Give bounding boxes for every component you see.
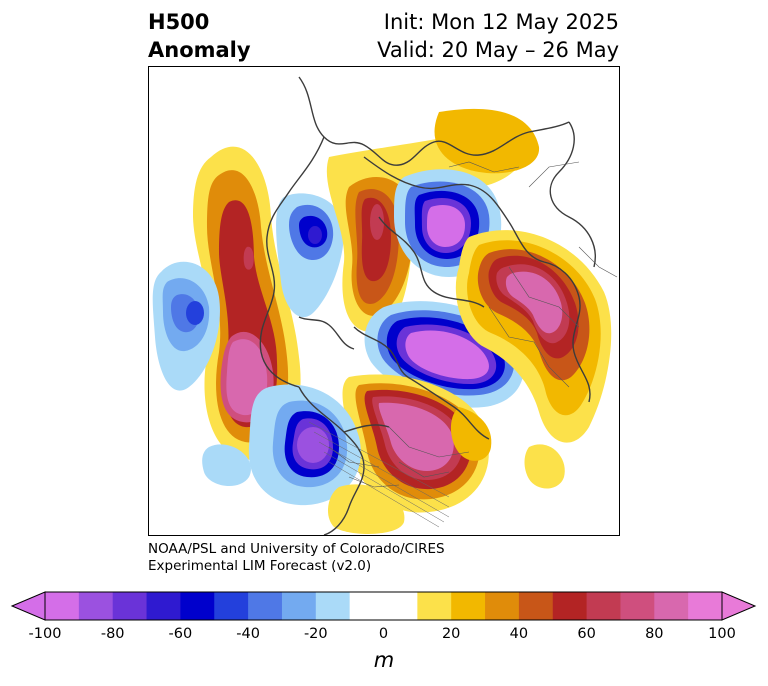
colorbar-cell [417, 592, 452, 620]
colorbar-cell [485, 592, 520, 620]
anomaly-positive-russia [342, 374, 492, 513]
colorbar-cell [349, 592, 385, 620]
title-field: Anomaly [148, 38, 251, 62]
init-date: Init: Mon 12 May 2025 [383, 10, 619, 34]
title-block: H500 Anomaly [148, 8, 251, 64]
colorbar-tick-label: 60 [577, 626, 596, 642]
colorbar-cell [146, 592, 181, 620]
colorbar-cell [620, 592, 655, 620]
coastlines [259, 76, 596, 535]
title-variable: H500 [148, 10, 210, 34]
colorbar-tick-label: -20 [303, 626, 328, 642]
anomaly-negative-pacific [152, 261, 220, 391]
colorbar-cell [180, 592, 215, 620]
colorbar-tick-label: -100 [28, 626, 62, 642]
colorbar [10, 591, 757, 621]
colorbar-cell [451, 592, 486, 620]
colorbar-cell [78, 592, 114, 620]
borders [328, 161, 618, 488]
colorbar-tick-label: 20 [441, 626, 461, 642]
colorbar-cell [45, 592, 80, 620]
colorbar-extend-low [10, 591, 46, 621]
map-panel [148, 66, 620, 536]
colorbar-tick-label: -60 [168, 626, 193, 642]
colorbar-tick-label: 100 [708, 626, 736, 642]
anomaly-map [152, 76, 618, 535]
colorbar-cell [112, 592, 148, 620]
credit-line-2: Experimental LIM Forecast (v2.0) [148, 558, 372, 574]
credit-text: NOAA/PSL and University of Colorado/CIRE… [148, 541, 445, 575]
valid-range: Valid: 20 May – 26 May [377, 38, 619, 62]
anomaly-negative-siberia [364, 301, 524, 408]
colorbar-cell [281, 592, 317, 620]
anomaly-negative-west-canada [276, 193, 344, 318]
colorbar-unit-label: m [373, 648, 395, 672]
graticule-lines [308, 421, 450, 528]
colorbar-cell [688, 592, 723, 620]
colorbar-cell [214, 592, 249, 620]
colorbar-cell [518, 592, 554, 620]
colorbar-cell [315, 592, 351, 620]
anomaly-negative-east-asia [202, 384, 361, 506]
anomaly-positive-minor [327, 484, 405, 534]
colorbar-tick-label: 80 [645, 626, 664, 642]
colorbar-outline [44, 591, 723, 621]
colorbar-cell [552, 592, 588, 620]
anomaly-positive-europe [455, 230, 612, 443]
colorbar-cell [383, 592, 418, 620]
colorbar-cell [586, 592, 622, 620]
colorbar-cell [654, 592, 689, 620]
colorbar-extend-high [721, 591, 757, 621]
colorbar-cell [248, 592, 283, 620]
colorbar-tick-label: -80 [100, 626, 125, 642]
date-block: Init: Mon 12 May 2025 Valid: 20 May – 26… [377, 8, 619, 64]
anomaly-positive-minor-east [524, 444, 565, 489]
credit-line-1: NOAA/PSL and University of Colorado/CIRE… [148, 541, 445, 557]
colorbar-ticks: -100 -80 -60 -40 -20 0 20 40 60 80 100 [0, 626, 768, 646]
colorbar-tick-label: -40 [236, 626, 260, 642]
colorbar-tick-label: 0 [378, 626, 389, 642]
colorbar-tick-label: 40 [509, 626, 529, 642]
